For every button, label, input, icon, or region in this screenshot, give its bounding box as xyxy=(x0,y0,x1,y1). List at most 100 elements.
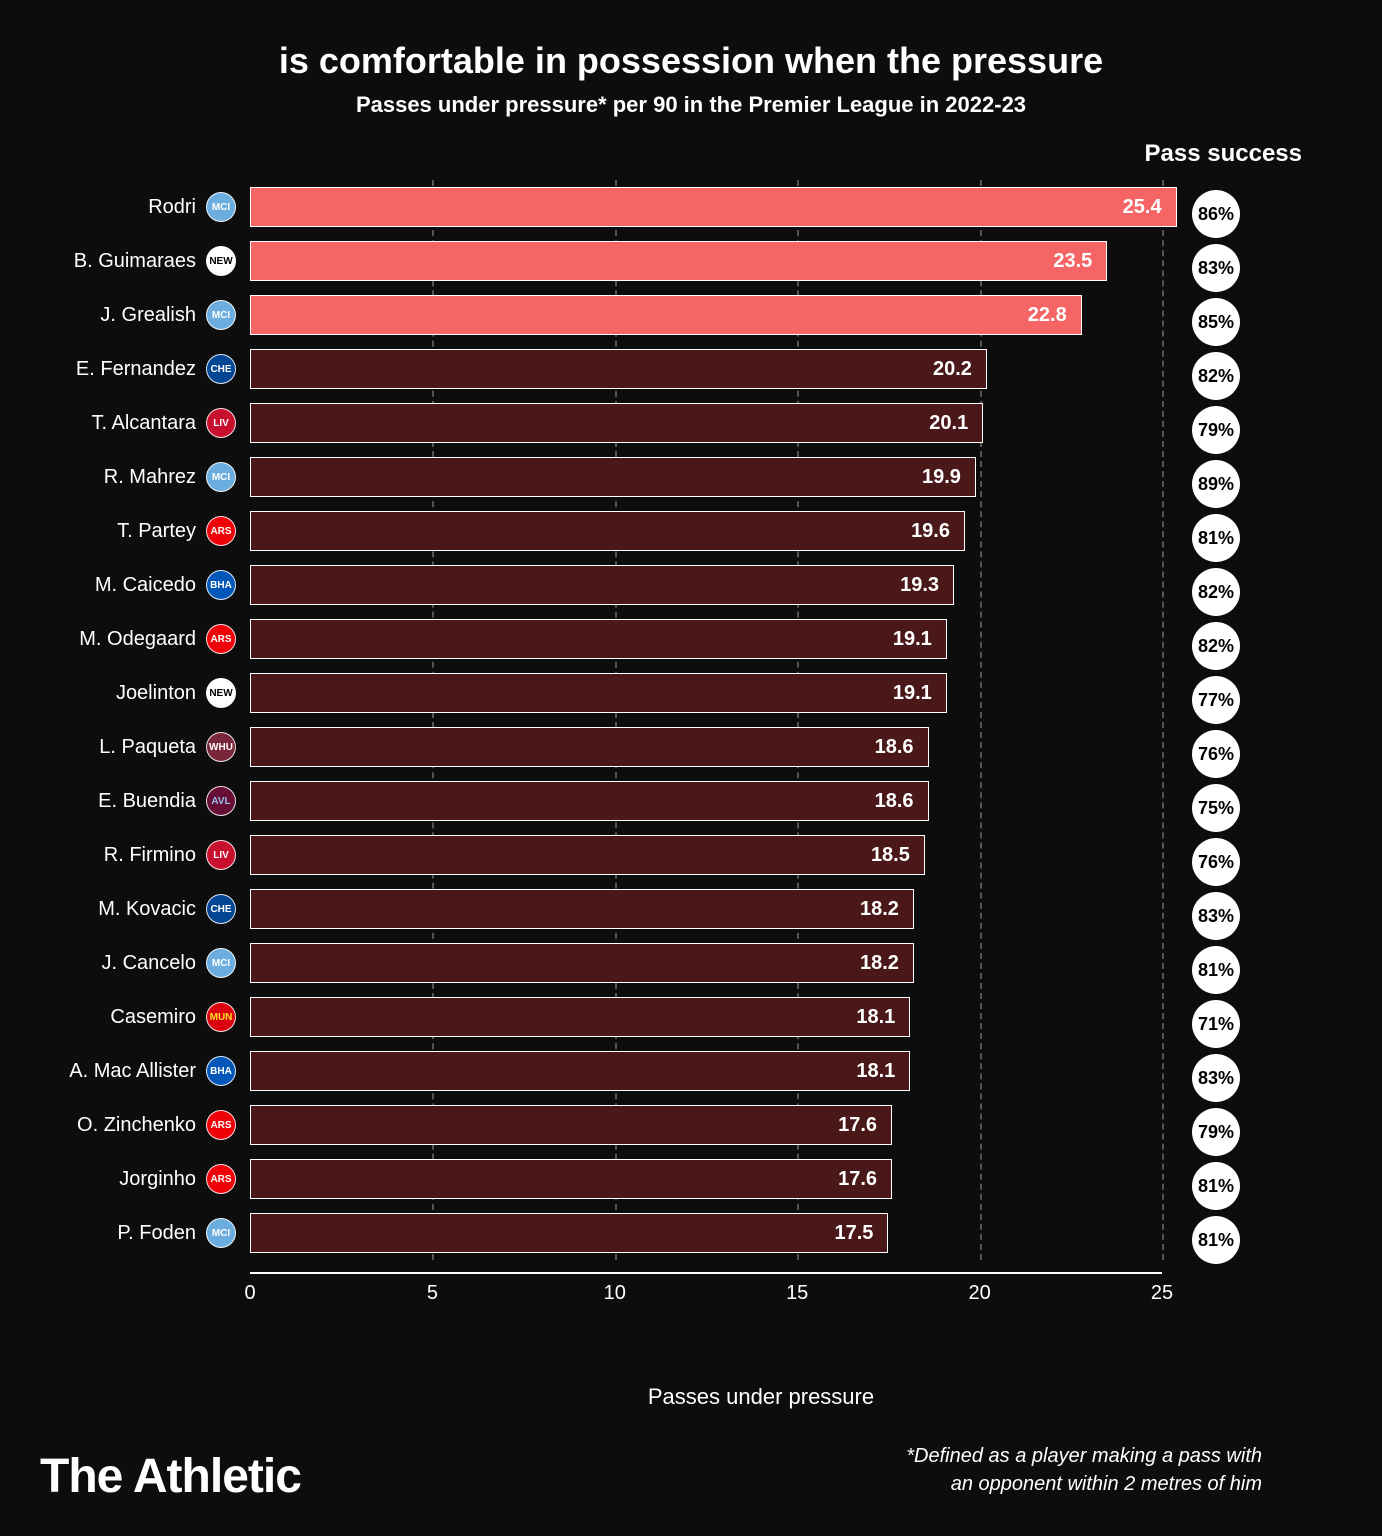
player-name: M. Odegaard xyxy=(16,628,196,651)
player-name: T. Partey xyxy=(16,520,196,543)
bar-track: 17.679% xyxy=(250,1105,1272,1145)
bar: 18.5 xyxy=(250,835,925,875)
footnote-line2: an opponent within 2 metres of him xyxy=(951,1473,1262,1495)
pass-success-badge: 75% xyxy=(1192,784,1240,832)
pass-success-badge: 89% xyxy=(1192,460,1240,508)
bar: 19.1 xyxy=(250,619,947,659)
club-badge-icon: AVL xyxy=(206,786,236,816)
player-name: E. Buendia xyxy=(16,790,196,813)
bar-value: 18.6 xyxy=(875,736,914,759)
bar-track: 18.576% xyxy=(250,835,1272,875)
x-tick: 25 xyxy=(1151,1282,1173,1305)
bar-row: P. FodenMCI17.581% xyxy=(250,1206,1272,1260)
pass-success-badge: 81% xyxy=(1192,946,1240,994)
player-name: P. Foden xyxy=(16,1222,196,1245)
player-name: A. Mac Allister xyxy=(16,1060,196,1083)
club-badge-icon: ARS xyxy=(206,624,236,654)
player-name: Rodri xyxy=(16,196,196,219)
club-badge-icon: CHE xyxy=(206,894,236,924)
bar-track: 18.281% xyxy=(250,943,1272,983)
x-axis-label: Passes under pressure xyxy=(250,1384,1272,1410)
x-tick: 20 xyxy=(968,1282,990,1305)
bar-row: J. GrealishMCI22.885% xyxy=(250,288,1272,342)
bar: 23.5 xyxy=(250,241,1107,281)
bar: 17.5 xyxy=(250,1213,888,1253)
chart-area: Pass success RodriMCI25.486%B. Guimaraes… xyxy=(250,146,1272,1410)
bar-track: 18.675% xyxy=(250,781,1272,821)
bar: 18.6 xyxy=(250,781,929,821)
club-badge-icon: ARS xyxy=(206,516,236,546)
bar-track: 23.583% xyxy=(250,241,1272,281)
club-badge-icon: ARS xyxy=(206,1164,236,1194)
bar-row: M. KovacicCHE18.283% xyxy=(250,882,1272,936)
club-badge-icon: CHE xyxy=(206,354,236,384)
pass-success-badge: 77% xyxy=(1192,676,1240,724)
bar: 18.2 xyxy=(250,943,914,983)
bar: 18.1 xyxy=(250,997,910,1037)
bar-track: 17.581% xyxy=(250,1213,1272,1253)
pass-success-badge: 83% xyxy=(1192,1054,1240,1102)
pass-success-badge: 83% xyxy=(1192,244,1240,292)
player-name: M. Caicedo xyxy=(16,574,196,597)
chart-subtitle: Passes under pressure* per 90 in the Pre… xyxy=(50,92,1332,118)
bar: 17.6 xyxy=(250,1105,892,1145)
player-name: B. Guimaraes xyxy=(16,250,196,273)
bar-value: 17.6 xyxy=(838,1114,877,1137)
player-name: M. Kovacic xyxy=(16,898,196,921)
bar-track: 18.183% xyxy=(250,1051,1272,1091)
x-tick: 15 xyxy=(786,1282,808,1305)
bar-track: 22.885% xyxy=(250,295,1272,335)
bar-value: 23.5 xyxy=(1053,250,1092,273)
player-name: T. Alcantara xyxy=(16,412,196,435)
bar-value: 20.2 xyxy=(933,358,972,381)
bar-track: 20.282% xyxy=(250,349,1272,389)
bar-track: 17.681% xyxy=(250,1159,1272,1199)
pass-success-badge: 71% xyxy=(1192,1000,1240,1048)
bar-row: O. ZinchenkoARS17.679% xyxy=(250,1098,1272,1152)
bar-track: 19.681% xyxy=(250,511,1272,551)
bar-row: A. Mac AllisterBHA18.183% xyxy=(250,1044,1272,1098)
bar: 18.6 xyxy=(250,727,929,767)
chart-container: is comfortable in possession when the pr… xyxy=(0,0,1382,1498)
bar: 18.2 xyxy=(250,889,914,929)
x-axis: 0510152025 xyxy=(250,1272,1272,1322)
player-name: J. Grealish xyxy=(16,304,196,327)
bar-row: JoelintonNEW19.177% xyxy=(250,666,1272,720)
club-badge-icon: MCI xyxy=(206,300,236,330)
bar-value: 19.1 xyxy=(893,628,932,651)
pass-success-badge: 81% xyxy=(1192,1162,1240,1210)
brand-logo: The Athletic xyxy=(40,1449,301,1504)
bar-track: 19.182% xyxy=(250,619,1272,659)
club-badge-icon: MUN xyxy=(206,1002,236,1032)
bar-row: JorginhoARS17.681% xyxy=(250,1152,1272,1206)
player-name: Joelinton xyxy=(16,682,196,705)
pass-success-badge: 79% xyxy=(1192,406,1240,454)
club-badge-icon: MCI xyxy=(206,948,236,978)
bar-row: M. OdegaardARS19.182% xyxy=(250,612,1272,666)
club-badge-icon: MCI xyxy=(206,1218,236,1248)
club-badge-icon: LIV xyxy=(206,840,236,870)
x-tick: 10 xyxy=(604,1282,626,1305)
bar-row: RodriMCI25.486% xyxy=(250,180,1272,234)
player-name: L. Paqueta xyxy=(16,736,196,759)
club-badge-icon: MCI xyxy=(206,462,236,492)
bar-row: R. MahrezMCI19.989% xyxy=(250,450,1272,504)
player-name: Casemiro xyxy=(16,1006,196,1029)
bar-value: 18.1 xyxy=(856,1060,895,1083)
bar-value: 18.2 xyxy=(860,898,899,921)
bar: 20.2 xyxy=(250,349,987,389)
bar: 22.8 xyxy=(250,295,1082,335)
bar-value: 19.9 xyxy=(922,466,961,489)
bar-row: E. BuendiaAVL18.675% xyxy=(250,774,1272,828)
bar-value: 18.5 xyxy=(871,844,910,867)
club-badge-icon: BHA xyxy=(206,570,236,600)
bar-row: CasemiroMUN18.171% xyxy=(250,990,1272,1044)
bar: 17.6 xyxy=(250,1159,892,1199)
x-tick: 0 xyxy=(244,1282,255,1305)
bar-track: 19.382% xyxy=(250,565,1272,605)
club-badge-icon: MCI xyxy=(206,192,236,222)
bar: 19.6 xyxy=(250,511,965,551)
pass-success-badge: 82% xyxy=(1192,622,1240,670)
bar-track: 18.676% xyxy=(250,727,1272,767)
bar: 18.1 xyxy=(250,1051,910,1091)
